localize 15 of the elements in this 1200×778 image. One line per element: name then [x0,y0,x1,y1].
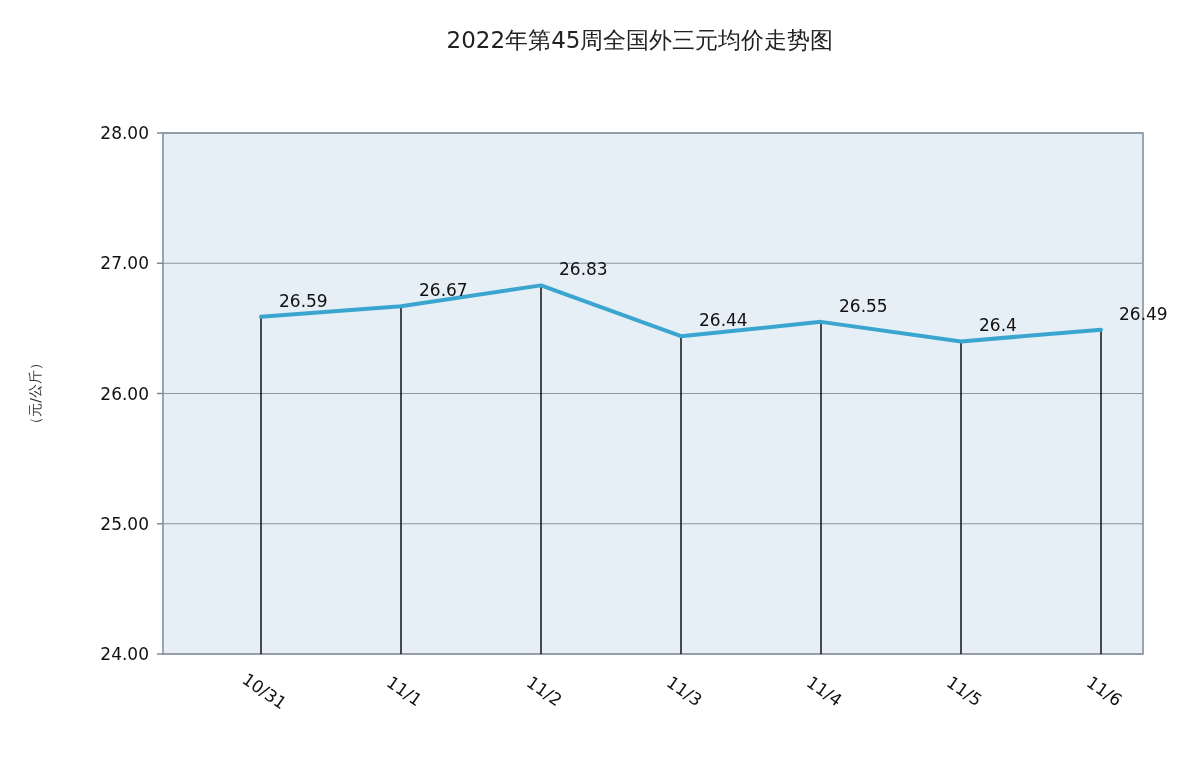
data-label: 26.44 [699,310,748,331]
y-tick-label: 28.00 [100,123,149,143]
chart-title: 2022年第45周全国外三元均价走势图 [446,27,834,53]
data-label: 26.49 [1119,303,1168,324]
data-label: 26.55 [839,295,888,316]
y-tick-label: 27.00 [100,253,149,274]
data-label: 26.4 [979,315,1017,336]
y-axis-title: （元/公斤） [27,356,43,431]
y-tick-label: 24.00 [100,644,149,664]
y-tick-label: 25.00 [100,513,149,534]
data-label: 26.59 [279,290,328,311]
data-label: 26.83 [559,259,608,280]
y-tick-label: 26.00 [100,383,149,404]
line-series [259,283,1103,344]
data-label: 26.67 [419,280,468,301]
